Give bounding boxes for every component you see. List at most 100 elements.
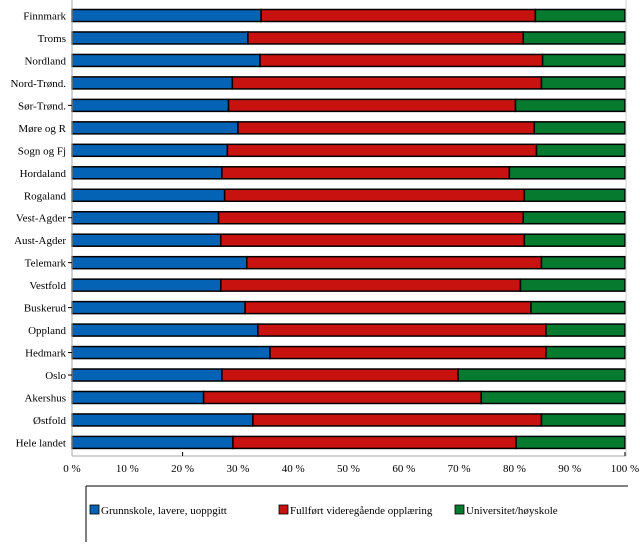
bar-segment-universitet bbox=[457, 368, 626, 382]
bar-segment-universitet bbox=[523, 188, 626, 203]
bar-segment-universitet bbox=[545, 323, 626, 337]
bar-segment-universitet bbox=[480, 390, 626, 405]
bar-segment-grunnskole bbox=[71, 31, 249, 45]
bar-segment-videregaende bbox=[231, 76, 543, 90]
bar-segment-videregaende bbox=[252, 413, 543, 427]
x-tick-label: 60 % bbox=[392, 463, 415, 475]
bar-row-sør-trønd- bbox=[71, 98, 626, 113]
bar-row-akershus bbox=[71, 390, 626, 405]
bar-segment-grunnskole bbox=[71, 435, 234, 450]
bar-row-vestfold bbox=[71, 278, 626, 292]
bar-segment-universitet bbox=[522, 31, 626, 45]
category-label: Oppland bbox=[28, 325, 66, 337]
bar-segment-grunnskole bbox=[71, 166, 223, 180]
legend-label-2: Fullført videregående opplæring bbox=[290, 505, 433, 517]
bar-segment-grunnskole bbox=[71, 345, 271, 360]
bar-segment-videregaende bbox=[260, 8, 537, 23]
bar-segment-videregaende bbox=[223, 188, 526, 203]
category-label: Oslo bbox=[45, 370, 66, 382]
x-tick-label: 80 % bbox=[503, 463, 526, 475]
bar-segment-universitet bbox=[530, 300, 626, 315]
bar-segment-grunnskole bbox=[71, 413, 254, 427]
bar-segment-universitet bbox=[535, 143, 626, 158]
bar-row-aust-agder bbox=[71, 233, 626, 247]
bar-segment-universitet bbox=[541, 53, 626, 68]
category-label: Troms bbox=[38, 33, 66, 45]
bar-segment-grunnskole bbox=[71, 53, 261, 68]
bar-segment-universitet bbox=[522, 210, 626, 225]
category-label: Vestfold bbox=[29, 280, 66, 292]
bar-row-østfold bbox=[71, 413, 626, 427]
bar-segment-videregaende bbox=[217, 210, 524, 225]
bar-segment-grunnskole bbox=[71, 300, 246, 315]
category-label: Hedmark bbox=[25, 348, 66, 360]
bar-row-vest-agder bbox=[71, 210, 626, 225]
bar-segment-videregaende bbox=[221, 166, 511, 180]
bar-row-rogaland bbox=[71, 188, 626, 203]
bar-segment-videregaende bbox=[202, 390, 482, 405]
bar-row-hele-landet bbox=[71, 435, 626, 450]
bar-row-nordland bbox=[71, 53, 626, 68]
bar-segment-universitet bbox=[508, 166, 626, 180]
category-label: Telemark bbox=[25, 258, 67, 270]
bar-segment-videregaende bbox=[245, 255, 543, 270]
bar-row-hedmark bbox=[71, 345, 626, 360]
bar-segment-videregaende bbox=[257, 323, 547, 337]
bar-segment-videregaende bbox=[227, 98, 517, 113]
x-tick-label: 10 % bbox=[116, 463, 139, 475]
bar-row-buskerud bbox=[71, 300, 626, 315]
bar-row-troms bbox=[71, 31, 626, 45]
bar-segment-videregaende bbox=[244, 300, 532, 315]
bar-segment-universitet bbox=[533, 121, 626, 135]
bar-segment-grunnskole bbox=[71, 76, 234, 90]
category-label: Hele landet bbox=[16, 437, 66, 449]
x-tick-label: 70 % bbox=[448, 463, 471, 475]
y-axis: Finnmark Troms Nordland Nord-Trønd. Sør-Trøn… bbox=[10, 0, 627, 456]
bar-row-sogn-og-fj bbox=[71, 143, 626, 158]
bar-segment-videregaende bbox=[221, 368, 459, 382]
bar-row-finnmark bbox=[71, 8, 626, 23]
x-tick-label: 20 % bbox=[171, 463, 194, 475]
bar-segment-videregaende bbox=[269, 345, 547, 360]
category-label: Østfold bbox=[33, 415, 67, 427]
x-tick-label: 40 % bbox=[282, 463, 305, 475]
bar-segment-grunnskole bbox=[71, 121, 239, 135]
x-tick-label: 0 % bbox=[63, 463, 80, 475]
bar-segment-videregaende bbox=[259, 53, 544, 68]
bar-segment-grunnskole bbox=[71, 188, 226, 203]
bar-segment-universitet bbox=[515, 435, 626, 450]
plot-area bbox=[71, 8, 626, 450]
bar-segment-videregaende bbox=[226, 143, 538, 158]
bar-segment-universitet bbox=[540, 76, 626, 90]
legend-swatch-2 bbox=[278, 504, 289, 515]
category-label: Buskerud bbox=[24, 303, 67, 315]
bar-segment-grunnskole bbox=[71, 233, 222, 247]
bar-row-oppland bbox=[71, 323, 626, 337]
legend-label-1: Grunnskole, lavere, uoppgitt bbox=[101, 505, 227, 517]
bar-segment-universitet bbox=[523, 233, 626, 247]
category-label: Møre og R bbox=[18, 123, 66, 135]
bar-segment-grunnskole bbox=[71, 390, 205, 405]
category-label: Nordland bbox=[24, 55, 66, 67]
x-axis: 0 % 10 % 20 % 30 % 40 % 50 % 60 % 70 % 80 % 90 % 1… bbox=[63, 452, 639, 475]
bar-row-hordaland bbox=[71, 166, 626, 180]
bar-segment-videregaende bbox=[232, 435, 517, 450]
bar-segment-grunnskole bbox=[71, 323, 259, 337]
bar-segment-videregaende bbox=[247, 31, 524, 45]
bar-segment-grunnskole bbox=[71, 368, 223, 382]
x-tick-label: 100 % bbox=[611, 463, 639, 475]
bar-segment-grunnskole bbox=[71, 278, 222, 292]
x-tick-label: 50 % bbox=[337, 463, 360, 475]
category-label: Hordaland bbox=[20, 168, 67, 180]
bar-segment-universitet bbox=[540, 413, 626, 427]
bar-segment-universitet bbox=[519, 278, 626, 292]
bar-segment-grunnskole bbox=[71, 98, 230, 113]
category-label: Vest-Agder bbox=[16, 213, 66, 225]
category-label: Sogn og Fj bbox=[18, 145, 66, 157]
bar-segment-universitet bbox=[540, 255, 626, 270]
bar-segment-grunnskole bbox=[71, 210, 220, 225]
bar-segment-universitet bbox=[534, 8, 626, 23]
category-label: Aust-Agder bbox=[14, 235, 66, 247]
bar-segment-grunnskole bbox=[71, 255, 248, 270]
